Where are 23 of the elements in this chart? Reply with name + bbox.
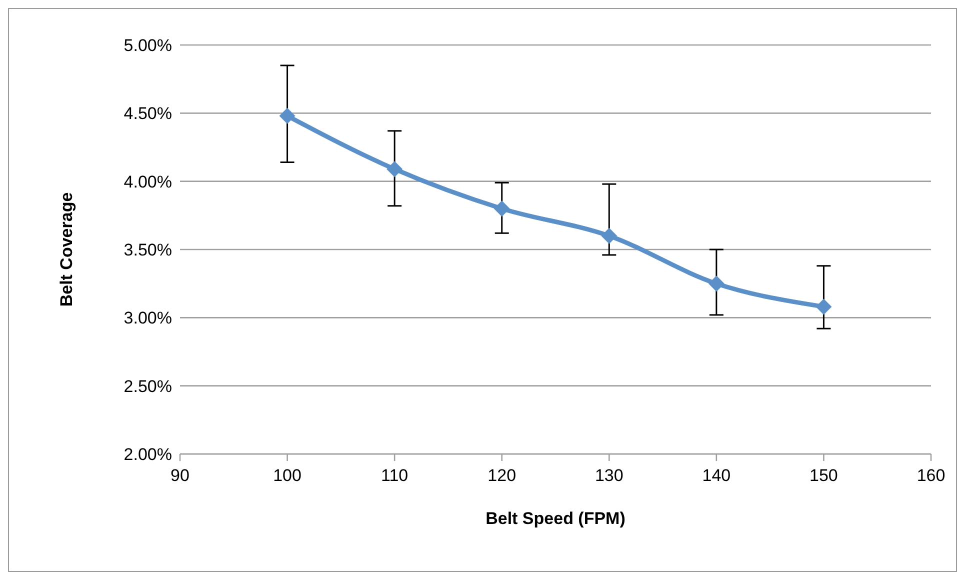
y-axis-title: Belt Coverage xyxy=(57,192,76,307)
point xyxy=(816,298,832,315)
y-tick-label: 2.50% xyxy=(124,376,172,396)
x-tick-label: 110 xyxy=(381,466,408,485)
point xyxy=(708,276,724,292)
y-tick-label: 4.50% xyxy=(124,104,172,124)
x-axis-title: Belt Speed (FPM) xyxy=(486,509,626,528)
x-tick-label: 160 xyxy=(916,466,946,485)
y-tick-label: 2.00% xyxy=(124,444,172,464)
x-tick-label: 130 xyxy=(594,466,624,485)
x-tick-label: 150 xyxy=(810,466,838,485)
y-tick-label: 3.00% xyxy=(124,308,172,328)
x-tick-label: 120 xyxy=(488,466,516,485)
point xyxy=(386,161,403,178)
y-tick-label: 5.00% xyxy=(124,36,172,55)
x-tick-label: 140 xyxy=(702,466,731,485)
point xyxy=(494,200,510,217)
x-tick-label: 90 xyxy=(170,466,190,485)
point xyxy=(279,108,296,124)
x-tick-label: 100 xyxy=(273,466,302,485)
point xyxy=(601,228,618,244)
y-tick-label: 3.50% xyxy=(124,240,172,260)
y-tick-label: 4.00% xyxy=(124,172,172,192)
